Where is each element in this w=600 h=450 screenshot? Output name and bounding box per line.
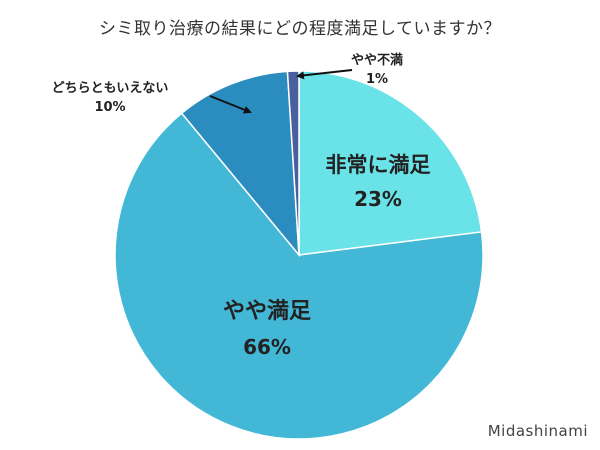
pie-slice-4-value-label: 1% <box>366 72 388 87</box>
pie-slice-3-leader-arrow <box>209 95 252 114</box>
pie-slice-4 <box>286 70 300 256</box>
pie-slice-4-leader-arrow <box>296 69 353 80</box>
pie-slice-1-label: 非常に満足 <box>326 153 431 177</box>
pie-slice-3-label: どちらともいえない <box>52 81 169 96</box>
pie-slice-1-value-label: 23% <box>354 187 402 211</box>
pie-slice-3-value-label: 10% <box>94 100 125 115</box>
pie-slice-2-value-label: 66% <box>243 335 291 359</box>
watermark: Midashinami <box>487 422 588 440</box>
chart-title: シミ取り治療の結果にどの程度満足していますか？ <box>99 19 501 39</box>
pie-slice-2-label: やや満足 <box>223 298 311 324</box>
pie-slice-2 <box>114 112 484 440</box>
pie-slice-3 <box>180 70 300 258</box>
pie-slice-4-label: やや不満 <box>351 52 403 68</box>
